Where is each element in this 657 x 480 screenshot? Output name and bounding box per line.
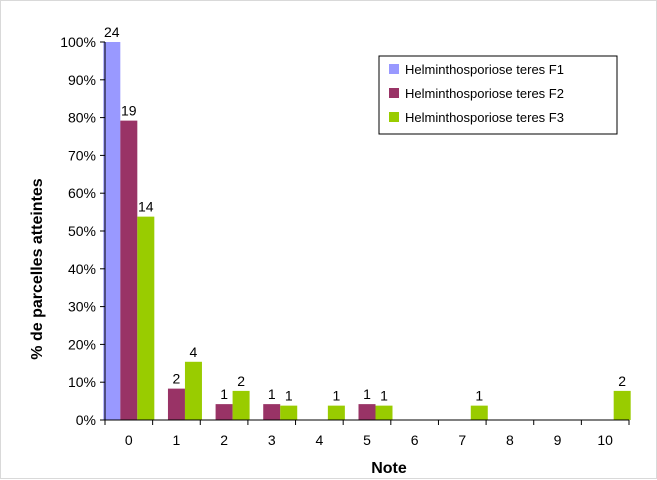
- data-label-series2-cat-2: 1: [220, 386, 228, 402]
- x-tick-label: 3: [268, 432, 276, 448]
- bar-series3-cat-7: [470, 405, 488, 420]
- y-tick-label: 0%: [76, 412, 96, 428]
- legend-swatch-series1: [389, 64, 399, 74]
- legend-label-series2: Helminthosporiose teres F2: [405, 86, 564, 101]
- x-tick-label: 7: [458, 432, 466, 448]
- data-label-series3-cat-2: 2: [237, 373, 245, 389]
- bar-series2-cat-3: [263, 404, 281, 420]
- axes-layer: 0%10%20%30%40%50%60%70%80%90%100%0 1 2 3 4 5 6…: [60, 34, 630, 448]
- y-tick-label: 70%: [68, 147, 96, 163]
- x-tick-label: 6: [411, 432, 419, 448]
- y-axis-title: % de parcelles atteintes: [29, 178, 46, 360]
- y-tick-label: 40%: [68, 261, 96, 277]
- y-tick-label: 10%: [68, 374, 96, 390]
- bar-series3-cat-3: [280, 405, 298, 420]
- bar-series2-cat-1: [167, 388, 185, 420]
- bar-series3-cat-10: [613, 390, 631, 420]
- data-label-series3-cat-0: 14: [138, 199, 154, 215]
- bar-series3-cat-1: [184, 361, 202, 420]
- y-tick-label: 20%: [68, 336, 96, 352]
- y-tick-label: 30%: [68, 299, 96, 315]
- x-tick-label: 0: [125, 432, 133, 448]
- legend-swatch-series3: [389, 112, 399, 122]
- x-axis-title: Note: [371, 460, 407, 477]
- legend-label-series1: Helminthosporiose teres F1: [405, 62, 564, 77]
- x-tick-label: 5: [363, 432, 371, 448]
- bar-series3-cat-2: [232, 390, 250, 420]
- x-tick-label: 2: [220, 432, 228, 448]
- x-tick-label: 8: [506, 432, 514, 448]
- data-label-series3-cat-5: 1: [380, 388, 388, 404]
- data-label-series1-cat-0: 24: [104, 24, 120, 40]
- y-tick-label: 80%: [68, 110, 96, 126]
- x-tick-label: 10: [597, 432, 613, 448]
- legend-box: [378, 55, 618, 135]
- x-tick-label: 4: [315, 432, 323, 448]
- y-tick-label: 50%: [68, 223, 96, 239]
- data-label-series3-cat-10: 2: [618, 373, 626, 389]
- x-tick-label: 9: [554, 432, 562, 448]
- bars-layer: [103, 42, 631, 421]
- bar-series2-cat-5: [358, 404, 376, 420]
- data-label-series2-cat-0: 19: [121, 103, 137, 119]
- data-label-series3-cat-1: 4: [190, 344, 198, 360]
- data-label-series2-cat-3: 1: [268, 386, 276, 402]
- data-label-series3-cat-7: 1: [475, 388, 483, 404]
- y-tick-label: 60%: [68, 185, 96, 201]
- y-tick-label: 90%: [68, 72, 96, 88]
- legend: Helminthosporiose teres F1 Helminthospori…: [378, 55, 618, 135]
- bar-series3-cat-4: [327, 405, 345, 420]
- data-label-series2-cat-1: 2: [173, 371, 181, 387]
- bar-series3-cat-5: [375, 405, 393, 420]
- data-label-series3-cat-4: 1: [332, 388, 340, 404]
- bar-series1-cat-0: [103, 42, 121, 420]
- data-label-series3-cat-3: 1: [285, 388, 293, 404]
- bar-series3-cat-0: [137, 216, 155, 420]
- legend-swatch-series2: [389, 88, 399, 98]
- bar-series2-cat-0: [120, 120, 138, 421]
- legend-label-series3: Helminthosporiose teres F3: [405, 110, 564, 125]
- x-tick-label: 1: [173, 432, 181, 448]
- data-label-series2-cat-5: 1: [363, 386, 371, 402]
- y-tick-label: 100%: [60, 34, 96, 50]
- bar-series2-cat-2: [215, 404, 233, 420]
